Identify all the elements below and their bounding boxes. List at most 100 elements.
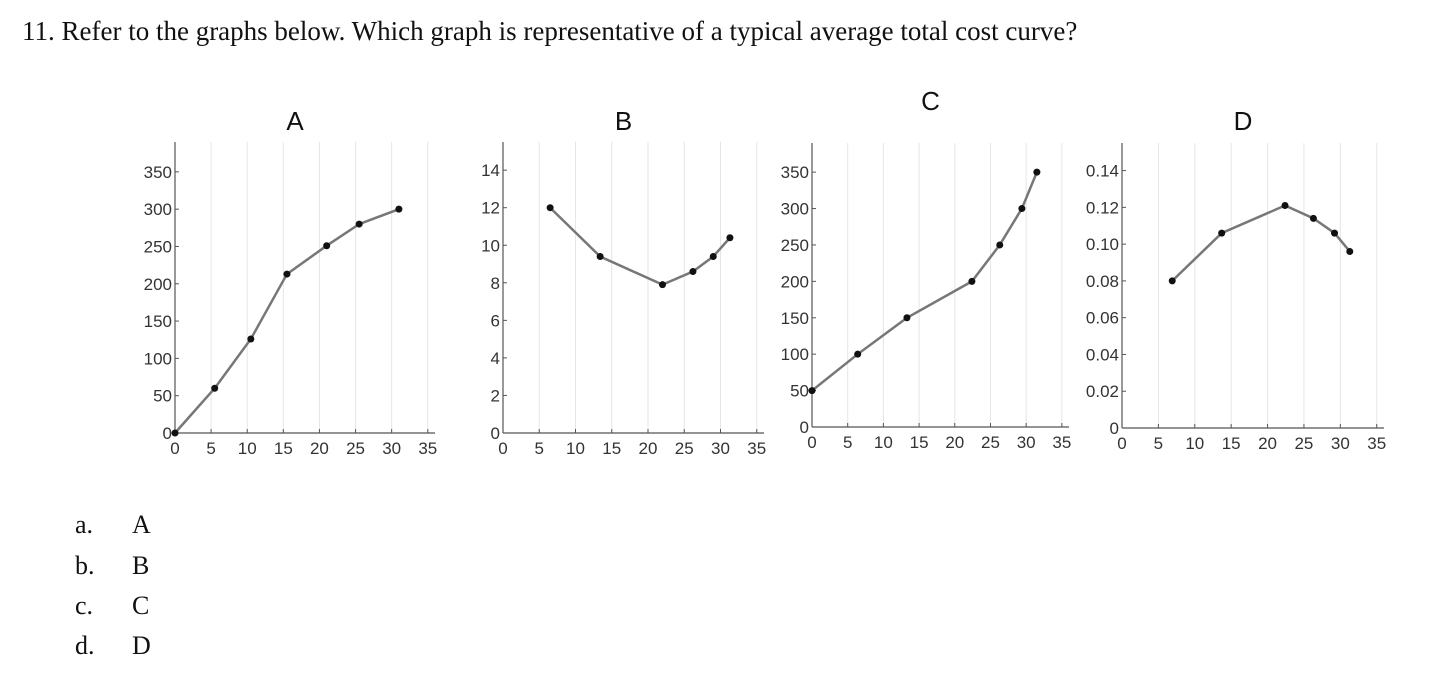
point [854, 350, 862, 358]
x-tick-label: 10 [1185, 434, 1204, 453]
point [689, 268, 697, 276]
y-tick-label: 0 [1110, 419, 1119, 438]
y-tick-label: 0.08 [1086, 272, 1119, 291]
y-tick-label: 0.14 [1086, 162, 1119, 181]
y-tick-label: 0 [491, 424, 500, 443]
point [1309, 214, 1317, 222]
curve [174, 207, 400, 434]
point [659, 281, 666, 289]
x-tick-label: 10 [874, 433, 893, 452]
curve [811, 171, 1039, 392]
y-tick-label: 50 [153, 387, 172, 406]
x-tick-label: 20 [1258, 434, 1277, 453]
x-tick-label: 10 [566, 439, 585, 458]
x-tick-label: 35 [1367, 434, 1386, 453]
point [1346, 247, 1354, 255]
point [1281, 202, 1289, 210]
option-letter: a. [75, 510, 93, 539]
y-tick-label: 10 [481, 236, 500, 255]
y-tick-label: 14 [481, 161, 500, 180]
y-tick-label: 300 [144, 200, 172, 219]
y-tick-label: 100 [144, 349, 172, 368]
y-tick-label: 0.04 [1086, 345, 1119, 364]
option-letter: b. [75, 551, 95, 580]
chart-title: A [286, 106, 304, 136]
point [1018, 205, 1026, 213]
y-tick-label: 300 [781, 200, 809, 219]
x-tick-label: 30 [1331, 434, 1350, 453]
x-tick-label: 20 [945, 433, 964, 452]
chart-title: C [921, 86, 940, 116]
y-tick-label: 6 [491, 311, 500, 330]
y-tick-label: 50 [790, 382, 809, 401]
curve [549, 206, 731, 287]
y-tick-label: 0 [163, 424, 172, 443]
x-tick-label: 15 [602, 439, 621, 458]
point [211, 384, 219, 392]
y-tick-label: 100 [781, 345, 809, 364]
x-tick-label: 15 [274, 439, 293, 458]
option-text: A [132, 510, 151, 539]
y-tick-label: 12 [481, 199, 500, 218]
point [1033, 168, 1041, 176]
y-tick-label: 350 [144, 163, 172, 182]
y-tick-label: 0 [800, 418, 809, 437]
y-tick-label: 350 [781, 163, 809, 182]
y-tick-label: 250 [781, 236, 809, 255]
x-tick-label: 0 [498, 439, 507, 458]
point [395, 205, 403, 213]
point [247, 335, 255, 343]
point [323, 242, 331, 250]
y-tick-label: 0.02 [1086, 382, 1119, 401]
point [996, 241, 1004, 249]
point [709, 253, 717, 261]
point [1168, 277, 1176, 285]
x-tick-label: 25 [1294, 434, 1313, 453]
option-text: B [132, 551, 149, 580]
question: 11. Refer to the graphs below. Which gra… [22, 16, 1077, 46]
point [355, 220, 363, 228]
point [546, 204, 554, 212]
x-tick-label: 5 [206, 439, 215, 458]
y-tick-label: 200 [144, 275, 172, 294]
x-tick-label: 0 [170, 439, 179, 458]
y-tick-label: 0.06 [1086, 309, 1119, 328]
point [171, 429, 179, 437]
point [1331, 229, 1339, 237]
chart-title: B [615, 106, 632, 136]
point [968, 277, 976, 285]
point [1218, 229, 1226, 237]
y-tick-label: 8 [491, 274, 500, 293]
option-text: C [132, 591, 149, 620]
x-tick-label: 30 [382, 439, 401, 458]
y-tick-label: 150 [144, 312, 172, 331]
y-tick-label: 150 [781, 309, 809, 328]
x-tick-label: 15 [1222, 434, 1241, 453]
x-tick-label: 25 [675, 439, 694, 458]
x-tick-label: 15 [910, 433, 929, 452]
y-tick-label: 2 [491, 386, 500, 405]
x-tick-label: 35 [418, 439, 437, 458]
point [726, 234, 734, 242]
point [596, 253, 604, 261]
x-tick-label: 10 [238, 439, 257, 458]
y-tick-label: 250 [144, 237, 172, 256]
y-tick-label: 4 [491, 349, 500, 368]
y-tick-label: 0.10 [1086, 235, 1119, 254]
point [903, 314, 911, 322]
chart-title: D [1234, 106, 1253, 136]
x-tick-label: 0 [1117, 434, 1126, 453]
option-letter: c. [75, 591, 93, 620]
x-tick-label: 30 [711, 439, 730, 458]
x-tick-label: 5 [535, 439, 544, 458]
x-tick-label: 5 [843, 433, 852, 452]
x-tick-label: 25 [346, 439, 365, 458]
x-tick-label: 35 [1052, 433, 1071, 452]
x-tick-label: 20 [310, 439, 329, 458]
x-tick-label: 5 [1154, 434, 1163, 453]
x-tick-label: 0 [807, 433, 816, 452]
y-tick-label: 0.12 [1086, 198, 1119, 217]
x-tick-label: 30 [1017, 433, 1036, 452]
curve [1171, 204, 1351, 282]
